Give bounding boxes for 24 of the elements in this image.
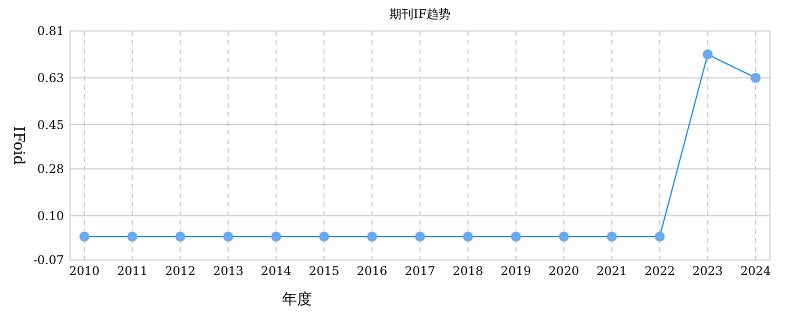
x-axis-title: 年度 [282,290,312,308]
x-tick-label: 2023 [692,264,723,278]
x-tick-label: 2019 [500,264,532,278]
y-tick-label: 0.28 [37,162,64,176]
x-tick-label: 2018 [452,264,484,278]
y-tick-label: 0.63 [37,71,64,86]
x-tick-label: 2021 [596,264,628,278]
x-tick-label: 2015 [308,264,340,278]
y-tick-label: 0.45 [37,118,64,132]
y-tick-label: -0.07 [33,253,64,268]
chart-title: 期刊IF趋势 [389,7,451,21]
x-tick-label: 2012 [165,264,196,278]
x-tick-label: 2013 [212,264,244,278]
x-tick-label: 2016 [356,264,388,278]
y-tick-label: 0.10 [37,208,64,223]
x-tick-label: 2010 [69,264,100,278]
x-tick-label: 2022 [644,264,675,278]
x-tick-label: 2024 [740,264,772,278]
x-tick-label: 2020 [548,264,580,278]
y-tick-label: 0.81 [37,24,64,38]
x-tick-label: 2011 [117,264,148,278]
y-axis-title: IFoid [10,126,28,166]
x-tick-label: 2014 [260,264,292,278]
x-tick-label: 2017 [404,264,436,278]
